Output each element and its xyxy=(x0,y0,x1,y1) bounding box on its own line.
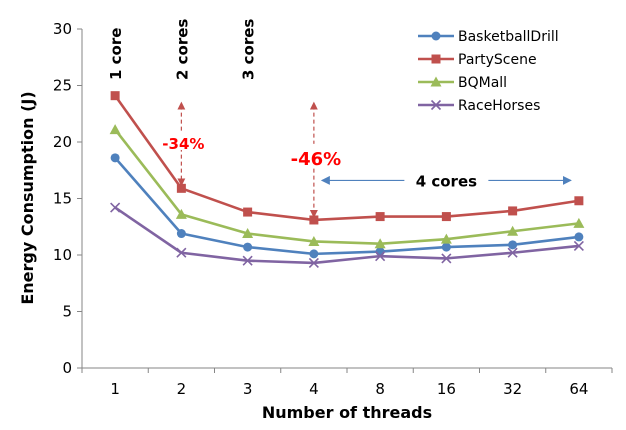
core-count-label: 2 cores xyxy=(173,19,191,80)
x-axis-ticks: 1 2 3 4 8 16 32 64 xyxy=(81,368,613,398)
legend-marker xyxy=(430,76,442,87)
y-tick-label: 10 xyxy=(53,246,72,264)
data-point-racehorses xyxy=(573,240,584,252)
data-point-racehorses xyxy=(110,202,121,213)
data-point-racehorses xyxy=(242,255,253,266)
data-point-partyscene xyxy=(110,91,120,101)
data-point-partyscene xyxy=(375,212,385,222)
legend-item-partyscene: PartyScene xyxy=(418,52,537,68)
series-group xyxy=(109,91,585,268)
series-racehorses xyxy=(110,202,584,268)
y-tick-label: 30 xyxy=(53,20,72,38)
legend: BasketballDrill PartyScene BQMall RaceHorse… xyxy=(418,29,559,114)
data-point-bqmall xyxy=(308,235,320,246)
data-point-partyscene xyxy=(508,206,518,216)
data-point-racehorses xyxy=(308,257,319,268)
legend-label: BQMall xyxy=(458,75,507,91)
series-line-basketballdrill xyxy=(114,156,580,256)
data-point-basketballdrill xyxy=(508,240,518,250)
series-line-partyscene xyxy=(114,94,580,222)
series-basketballdrill xyxy=(110,153,584,259)
data-point-basketballdrill xyxy=(176,229,186,239)
data-point-partyscene xyxy=(309,215,319,225)
data-point-basketballdrill xyxy=(375,247,385,257)
reduction-label-bg xyxy=(285,143,346,166)
y-tick-label: 20 xyxy=(53,133,72,151)
series-bqmall xyxy=(109,124,585,249)
y-axis-ticks: 0 5 10 15 20 25 30 xyxy=(53,20,82,377)
y-axis-title: Energy Consumption (J) xyxy=(18,91,37,304)
data-point-partyscene xyxy=(574,196,584,206)
data-point-basketballdrill xyxy=(110,153,120,163)
data-point-bqmall xyxy=(175,208,187,219)
legend-label: BasketballDrill xyxy=(458,29,559,45)
legend-item-basketballdrill: BasketballDrill xyxy=(418,29,559,45)
legend-label: RaceHorses xyxy=(458,98,540,114)
data-point-partyscene xyxy=(176,183,186,193)
x-tick-label: 1 xyxy=(110,380,120,398)
y-tick-label: 0 xyxy=(62,359,72,377)
x-tick-label: 2 xyxy=(177,380,187,398)
legend-item-racehorses: RaceHorses xyxy=(418,98,540,114)
x-tick-label: 16 xyxy=(437,380,456,398)
legend-marker xyxy=(431,54,441,64)
reduction-label-bg xyxy=(158,131,209,150)
core-count-label: 1 core xyxy=(107,28,125,80)
x-tick-label: 4 xyxy=(309,380,319,398)
data-point-bqmall xyxy=(242,228,254,239)
data-point-partyscene xyxy=(441,212,451,222)
data-point-racehorses xyxy=(176,247,187,258)
y-tick-label: 5 xyxy=(62,303,72,321)
x-tick-label: 8 xyxy=(375,380,385,398)
series-line-bqmall xyxy=(114,128,580,245)
data-point-bqmall xyxy=(109,124,121,135)
data-point-basketballdrill xyxy=(574,232,584,242)
series-partyscene xyxy=(110,91,584,225)
data-point-partyscene xyxy=(243,207,253,217)
y-tick-label: 15 xyxy=(53,190,72,208)
legend-marker xyxy=(430,99,442,111)
chart-annotations: 1 core 2 cores 3 cores -34% -46% 4 cores xyxy=(107,19,572,218)
x-tick-label: 32 xyxy=(503,380,522,398)
data-point-racehorses xyxy=(507,247,518,258)
y-tick-label: 25 xyxy=(53,77,72,95)
data-point-basketballdrill xyxy=(441,242,451,252)
reduction-label: -34% xyxy=(162,135,204,153)
data-point-bqmall xyxy=(573,217,585,228)
data-point-bqmall xyxy=(440,233,452,244)
legend-label: PartyScene xyxy=(458,52,537,68)
legend-item-bqmall: BQMall xyxy=(418,75,507,91)
data-point-basketballdrill xyxy=(243,242,253,252)
data-point-racehorses xyxy=(441,253,452,264)
x-tick-label: 3 xyxy=(243,380,253,398)
range-label-bg xyxy=(404,168,489,191)
x-tick-label: 64 xyxy=(569,380,588,398)
core-count-label: 3 cores xyxy=(240,19,258,80)
data-point-racehorses xyxy=(375,251,386,262)
data-point-basketballdrill xyxy=(309,249,319,259)
data-point-bqmall xyxy=(374,238,386,249)
range-label: 4 cores xyxy=(416,172,477,190)
reduction-label: -46% xyxy=(291,149,342,170)
x-axis-title: Number of threads xyxy=(262,403,432,422)
series-line-racehorses xyxy=(114,206,580,265)
data-point-bqmall xyxy=(507,225,519,236)
legend-marker xyxy=(431,31,441,41)
